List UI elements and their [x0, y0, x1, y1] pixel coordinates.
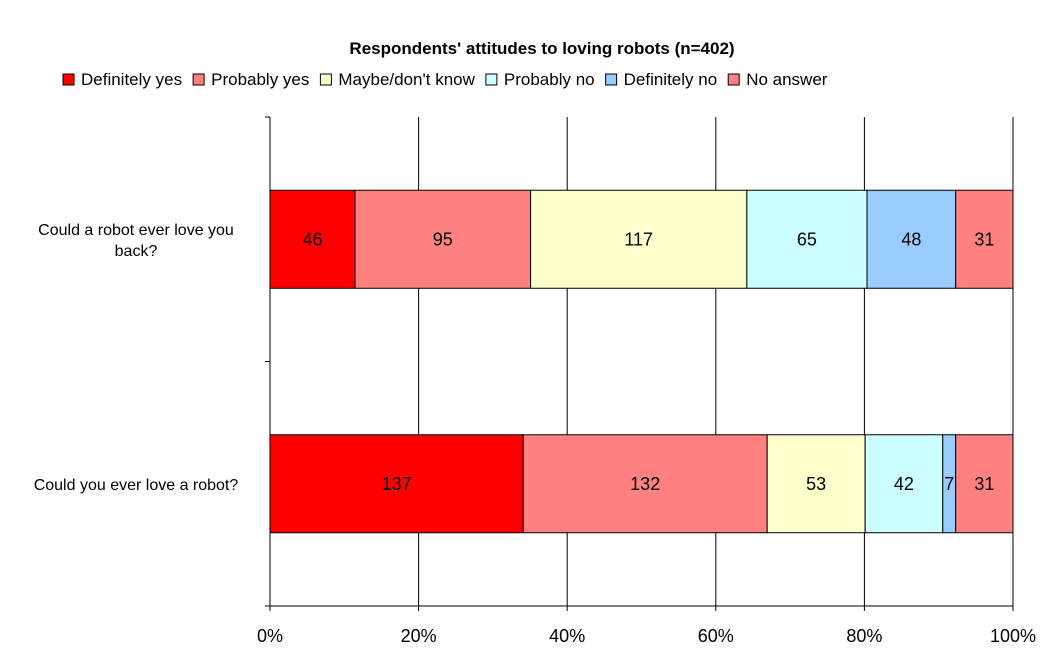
category-label-line: Could a robot ever love you [38, 222, 234, 239]
category-labels: Could a robot ever love you back? Could yo… [34, 222, 239, 494]
legend-label: Probably yes [211, 70, 309, 89]
legend-label: No answer [746, 70, 828, 89]
data-label: 31 [974, 229, 994, 249]
bar-segment [955, 434, 1014, 534]
legend-swatch [319, 73, 332, 86]
category-label: Could you ever love a robot? [34, 477, 239, 494]
legend-swatch [605, 73, 618, 86]
data-label: 7 [944, 474, 954, 494]
data-label: 117 [624, 229, 653, 249]
data-label: 53 [806, 474, 826, 494]
bar-segment [269, 434, 524, 534]
bar-segment [955, 189, 1014, 289]
data-label: 137 [382, 474, 412, 494]
category-label-line: back? [115, 243, 158, 260]
category-label: Could a robot ever love you back? [38, 222, 234, 260]
legend-label: Definitely no [624, 70, 718, 89]
data-label: 65 [797, 229, 817, 249]
data-label: 48 [901, 229, 921, 249]
data-label: 95 [433, 229, 453, 249]
bar-segment [766, 434, 866, 534]
bar-segment [530, 189, 748, 289]
legend-swatch [62, 73, 75, 86]
x-tick-label: 40% [549, 626, 585, 646]
data-label: 31 [974, 474, 994, 494]
x-tick-label: 80% [846, 626, 882, 646]
legend-swatch [192, 73, 205, 86]
legend-swatch [485, 73, 498, 86]
legend-swatch [727, 73, 740, 86]
data-label: 132 [630, 474, 660, 494]
category-label-line: Could you ever love a robot? [34, 477, 239, 494]
x-tick-labels: 0% 20% 40% 60% 80% 100% [257, 626, 1036, 646]
axes [265, 116, 1014, 611]
legend-label: Maybe/don't know [338, 70, 475, 89]
bars: 46 95 117 65 48 31 137 132 53 42 7 31 [269, 189, 1014, 534]
bar-segment [864, 434, 944, 534]
data-label: 42 [894, 474, 914, 494]
legend-label: Definitely yes [81, 70, 182, 89]
bar-segment [354, 189, 532, 289]
bar-segment [746, 189, 868, 289]
x-tick-label: 60% [698, 626, 734, 646]
bar-segment [269, 189, 356, 289]
x-tick-label: 20% [401, 626, 437, 646]
x-tick-label: 100% [990, 626, 1036, 646]
x-tick-label: 0% [257, 626, 283, 646]
legend: Definitely yes Probably yes Maybe/don't kn… [62, 70, 828, 89]
bar-segment [866, 189, 957, 289]
legend-label: Probably no [504, 70, 595, 89]
chart-title: Respondents' attitudes to loving robots … [349, 39, 734, 58]
data-label: 46 [302, 229, 322, 249]
